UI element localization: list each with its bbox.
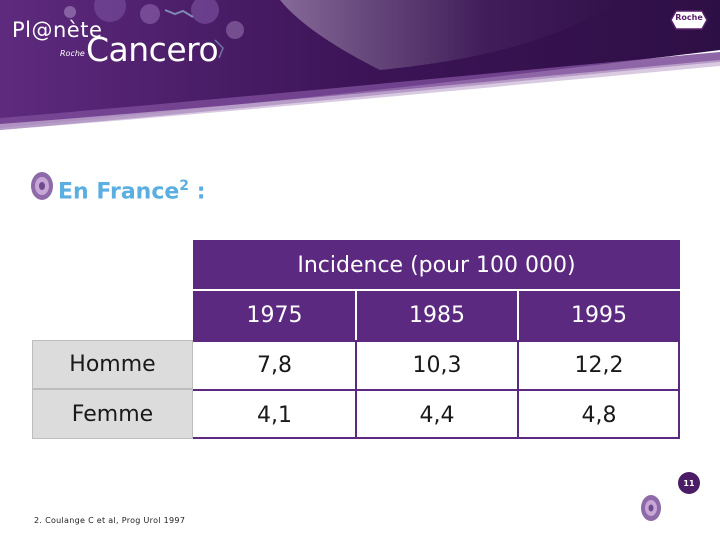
- grid-line-bottom: [193, 437, 680, 439]
- header-banner: Pl@nète Roche Cancero Roche: [0, 0, 720, 130]
- banner-background: [0, 0, 720, 130]
- cell-femme-1975: 4,1: [193, 389, 356, 439]
- year-1995: 1995: [518, 291, 680, 340]
- cell-homme-1995: 12,2: [518, 340, 680, 389]
- cell-homme-1985: 10,3: [356, 340, 518, 389]
- year-divider-2: [517, 291, 519, 340]
- brand-cancero: Cancero: [86, 30, 219, 69]
- section-title-text: En France: [58, 179, 180, 205]
- row-label-homme: Homme: [32, 340, 193, 389]
- year-1975: 1975: [193, 291, 356, 340]
- cell-femme-1985: 4,4: [356, 389, 518, 439]
- grid-line-v1: [355, 340, 357, 439]
- cell-femme-1995: 4,8: [518, 389, 680, 439]
- year-1985: 1985: [356, 291, 518, 340]
- grid-line-v2: [517, 340, 519, 439]
- target-circle-icon: [31, 172, 53, 200]
- target-circle-small-icon: [641, 495, 661, 521]
- roche-logo-text: Roche: [675, 13, 703, 22]
- brand-planete: Pl@nète: [12, 18, 103, 42]
- year-divider-1: [355, 291, 357, 340]
- footnote-reference: 2. Coulange C et al, Prog Urol 1997: [34, 516, 186, 525]
- table-header: Incidence (pour 100 000): [193, 240, 680, 290]
- brand-roche-tag: Roche: [60, 49, 85, 58]
- page-number-badge: 11: [678, 472, 700, 494]
- section-title-suffix: :: [189, 179, 206, 205]
- section-title-footnote-ref: 2: [179, 178, 190, 194]
- row-label-femme: Femme: [32, 389, 193, 439]
- grid-line-v3: [678, 340, 680, 439]
- section-title: En France2 :: [58, 178, 206, 204]
- header-divider: [193, 289, 680, 291]
- roche-logo: Roche: [670, 10, 708, 30]
- cell-homme-1975: 7,8: [193, 340, 356, 389]
